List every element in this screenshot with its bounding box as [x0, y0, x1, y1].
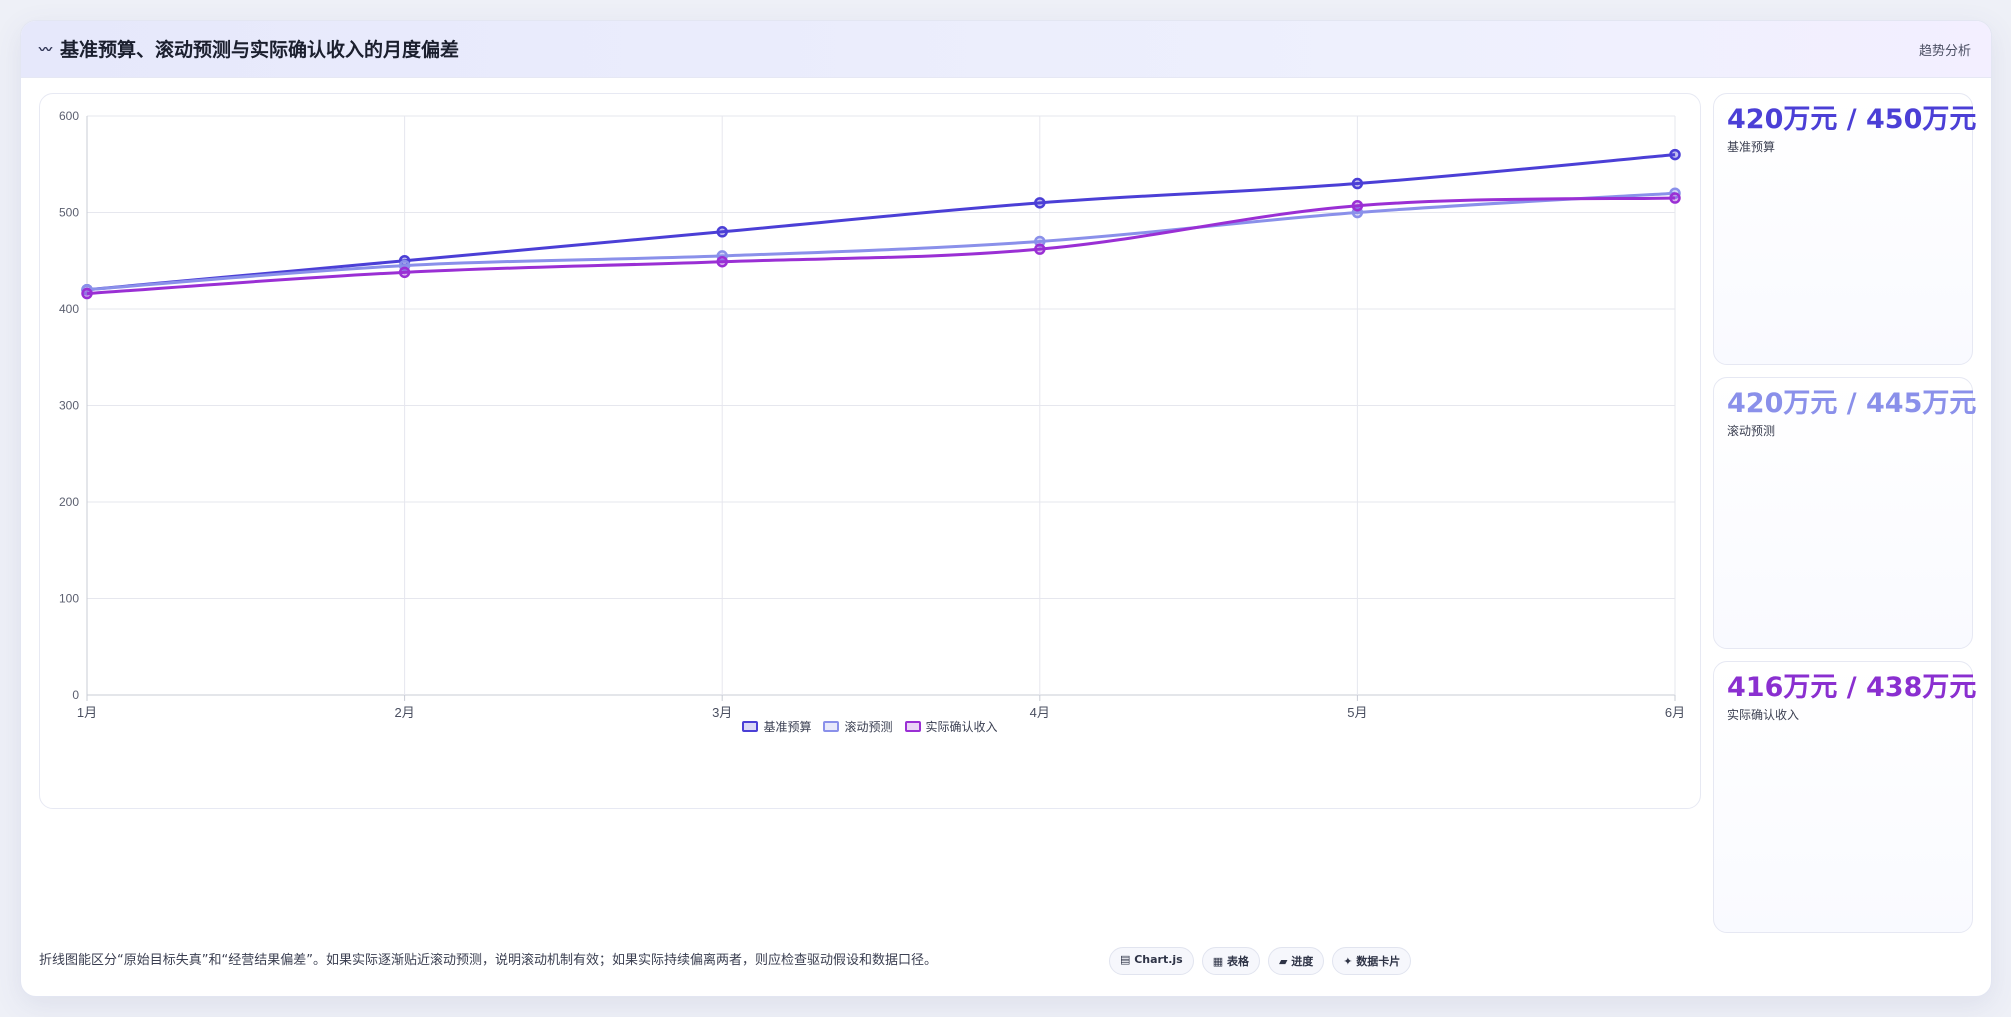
tech-chips: ▤ Chart.js ▦ 表格 ▰ 进度 ✦ 数据卡片	[1109, 947, 1412, 975]
legend-label-actual: 实际确认收入	[925, 720, 998, 734]
chart-panel: 0 100 200 300 400 500 600 1月 2月 3月 4月 5月 6月 基准预算 滚动预…	[39, 93, 1701, 809]
y-tick-label: 400	[59, 302, 79, 316]
data-point-series-1	[716, 226, 728, 238]
data-point-series-2	[1034, 235, 1046, 248]
data-point-series-3	[81, 287, 93, 300]
x-tick-label: 1月	[77, 705, 97, 720]
chip-table[interactable]: ▦ 表格	[1201, 947, 1260, 975]
legend-item-forecast[interactable]: 滚动预测	[823, 718, 893, 735]
chart-legend: 基准预算 滚动预测 实际确认收入	[40, 718, 1700, 735]
card-title: 〰 基准预算、滚动预测与实际确认收入的月度偏差	[39, 35, 459, 62]
series-line-2	[86, 191, 1676, 292]
trend-line-icon: 〰	[39, 43, 53, 58]
kpi-label-forecast: 滚动预测	[1727, 424, 1776, 438]
y-tick-label: 500	[59, 206, 79, 220]
legend-label-baseline: 基准预算	[763, 720, 812, 734]
data-point-series-3	[1034, 243, 1046, 255]
chip-progress[interactable]: ▰ 进度	[1267, 947, 1325, 975]
series-line-3	[86, 196, 1676, 296]
data-point-series-3	[1351, 199, 1364, 212]
chip-chartjs[interactable]: ▤ Chart.js	[1109, 947, 1194, 975]
chip-data-card[interactable]: ✦ 数据卡片	[1332, 947, 1412, 975]
y-tick-label: 600	[59, 109, 79, 123]
legend-label-forecast: 滚动预测	[844, 720, 893, 734]
data-point-series-3	[398, 266, 411, 279]
legend-swatch-forecast	[823, 721, 840, 732]
kpi-value-baseline: 420万元 / 450万元	[1727, 104, 1977, 135]
x-tick-label: 6月	[1665, 705, 1685, 720]
legend-swatch-actual	[904, 721, 921, 732]
x-tick-label: 3月	[712, 705, 732, 720]
x-tick-label: 5月	[1347, 705, 1367, 720]
kpi-label-baseline: 基准预算	[1727, 140, 1776, 154]
kpi-value-forecast: 420万元 / 445万元	[1727, 388, 1977, 419]
data-point-series-3	[716, 255, 728, 268]
line-chart: 0 100 200 300 400 500 600 1月 2月 3月 4月 5月 6月	[59, 109, 1685, 720]
kpi-card-actual: 416万元 / 438万元 实际确认收入	[1713, 661, 1977, 933]
series-line-1	[86, 153, 1676, 292]
kpi-label-actual: 实际确认收入	[1727, 708, 1800, 722]
kpi-value-actual: 416万元 / 438万元	[1727, 672, 1977, 703]
chart-insight-note: 折线图能区分“原始目标失真”和“经营结果偏差”。如果实际逐渐贴近滚动预测，说明滚…	[39, 953, 937, 968]
card-header: 〰 基准预算、滚动预测与实际确认收入的月度偏差 趋势分析	[21, 21, 1991, 78]
x-tick-label: 4月	[1030, 705, 1050, 720]
y-tick-label: 100	[59, 592, 79, 606]
kpi-card-forecast: 420万元 / 445万元 滚动预测	[1713, 377, 1977, 649]
data-point-series-1	[1351, 177, 1364, 190]
legend-item-actual[interactable]: 实际确认收入	[904, 718, 998, 735]
kpi-card-baseline: 420万元 / 450万元 基准预算	[1713, 93, 1977, 365]
x-tick-label: 2月	[394, 705, 414, 720]
kpi-column: 420万元 / 450万元 基准预算 420万元 / 445万元 滚动预测 41…	[1713, 93, 1977, 945]
data-point-series-1	[1669, 148, 1681, 161]
legend-item-baseline[interactable]: 基准预算	[742, 718, 811, 735]
y-tick-label: 300	[59, 399, 79, 413]
chart-card: 〰 基准预算、滚动预测与实际确认收入的月度偏差 趋势分析 0 100 200 300 4…	[20, 20, 1992, 997]
data-point-series-1	[1034, 197, 1046, 209]
card-title-text: 基准预算、滚动预测与实际确认收入的月度偏差	[60, 39, 460, 61]
trend-analysis-link[interactable]: 趋势分析	[1918, 44, 1971, 59]
legend-swatch-baseline	[742, 721, 759, 732]
data-point-series-3	[1669, 192, 1681, 204]
y-tick-label: 0	[72, 688, 79, 702]
y-tick-label: 200	[59, 495, 79, 509]
